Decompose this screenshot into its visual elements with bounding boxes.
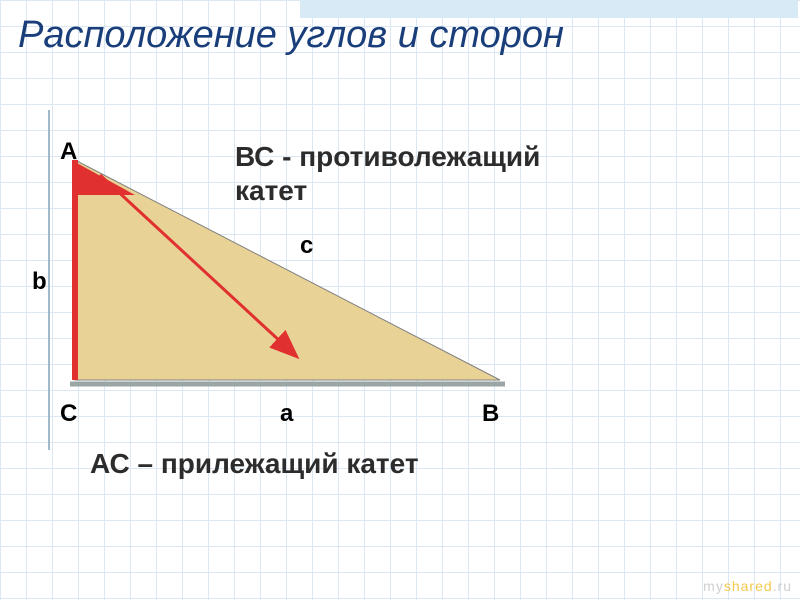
vertex-label-C: С: [60, 400, 77, 428]
vertex-label-A: А: [60, 138, 77, 166]
watermark-prefix: my: [703, 578, 724, 594]
watermark-suffix: .ru: [773, 578, 792, 594]
side-label-b: b: [32, 268, 47, 296]
watermark-accent: shared: [724, 578, 773, 594]
side-label-c: c: [300, 232, 313, 260]
slide-title: Расположение углов и сторон: [18, 14, 564, 57]
side-label-a: a: [280, 400, 293, 428]
adjacent-cathetus-text: АС – прилежащий катет: [90, 448, 419, 480]
watermark: myshared.ru: [703, 578, 792, 594]
vertex-label-B: В: [482, 400, 499, 428]
opposite-cathetus-text: ВС - противолежащий катет: [235, 140, 540, 207]
